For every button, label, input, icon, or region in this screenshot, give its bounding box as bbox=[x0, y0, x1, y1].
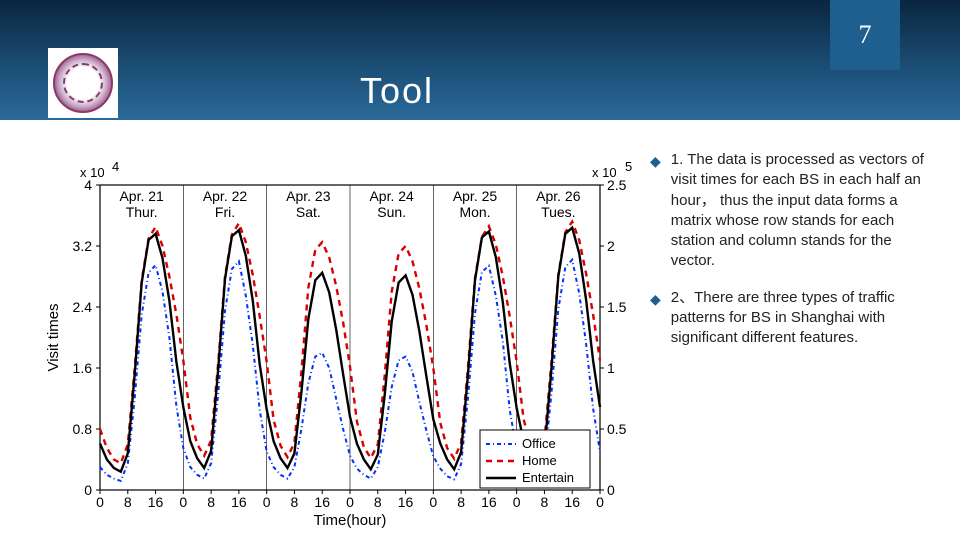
visit-times-chart: 081608160816081608160816000.81.62.43.240… bbox=[40, 150, 640, 530]
svg-text:Visit times: Visit times bbox=[45, 303, 62, 371]
svg-text:16: 16 bbox=[398, 494, 414, 510]
svg-text:Apr. 26: Apr. 26 bbox=[536, 188, 581, 204]
svg-text:1.5: 1.5 bbox=[607, 299, 627, 315]
svg-text:0: 0 bbox=[263, 494, 271, 510]
svg-text:0.5: 0.5 bbox=[607, 421, 627, 437]
svg-text:Apr. 25: Apr. 25 bbox=[453, 188, 498, 204]
svg-text:0: 0 bbox=[96, 494, 104, 510]
svg-text:16: 16 bbox=[231, 494, 247, 510]
svg-text:Sat.: Sat. bbox=[296, 204, 321, 220]
svg-text:0: 0 bbox=[346, 494, 354, 510]
svg-text:1: 1 bbox=[607, 360, 615, 376]
svg-text:Mon.: Mon. bbox=[459, 204, 490, 220]
svg-text:5: 5 bbox=[625, 159, 632, 174]
svg-text:3.2: 3.2 bbox=[73, 238, 93, 254]
svg-text:1.6: 1.6 bbox=[73, 360, 93, 376]
svg-text:16: 16 bbox=[314, 494, 330, 510]
svg-text:8: 8 bbox=[291, 494, 299, 510]
svg-text:0.8: 0.8 bbox=[73, 421, 93, 437]
bullet-item-2: ◆ 2、There are three types of traffic pat… bbox=[650, 288, 930, 349]
logo-badge bbox=[48, 48, 118, 118]
svg-text:Apr. 24: Apr. 24 bbox=[369, 188, 414, 204]
svg-text:0: 0 bbox=[84, 482, 92, 498]
svg-text:Home: Home bbox=[522, 453, 557, 468]
svg-text:Entertain: Entertain bbox=[522, 470, 574, 485]
svg-text:8: 8 bbox=[457, 494, 465, 510]
svg-text:0: 0 bbox=[607, 482, 615, 498]
svg-text:Apr. 23: Apr. 23 bbox=[286, 188, 331, 204]
text-area: ◆ 1. The data is processed as vectors of… bbox=[640, 150, 940, 530]
bullet-text-2: 2、There are three types of traffic patte… bbox=[671, 288, 930, 349]
svg-text:8: 8 bbox=[124, 494, 132, 510]
content-row: 081608160816081608160816000.81.62.43.240… bbox=[40, 150, 940, 530]
bullet-item-1: ◆ 1. The data is processed as vectors of… bbox=[650, 150, 930, 272]
svg-text:x 10: x 10 bbox=[592, 165, 617, 180]
svg-text:4: 4 bbox=[112, 159, 119, 174]
svg-text:0: 0 bbox=[596, 494, 604, 510]
svg-text:8: 8 bbox=[374, 494, 382, 510]
svg-text:0: 0 bbox=[513, 494, 521, 510]
chart-area: 081608160816081608160816000.81.62.43.240… bbox=[40, 150, 640, 530]
svg-text:16: 16 bbox=[564, 494, 580, 510]
svg-text:Office: Office bbox=[522, 436, 556, 451]
svg-text:16: 16 bbox=[148, 494, 164, 510]
svg-text:2.4: 2.4 bbox=[73, 299, 93, 315]
svg-text:2: 2 bbox=[607, 238, 615, 254]
page-number-tab: 7 bbox=[830, 0, 900, 70]
svg-text:Tues.: Tues. bbox=[541, 204, 576, 220]
svg-text:0: 0 bbox=[179, 494, 187, 510]
svg-text:x 10: x 10 bbox=[80, 165, 105, 180]
university-seal-icon bbox=[53, 53, 113, 113]
diamond-bullet-icon: ◆ bbox=[650, 152, 661, 272]
svg-text:Apr. 22: Apr. 22 bbox=[203, 188, 248, 204]
svg-text:8: 8 bbox=[541, 494, 549, 510]
slide: Tool 7 081608160816081608160816000.81.62… bbox=[0, 0, 960, 540]
header: Tool 7 bbox=[0, 0, 960, 120]
svg-text:Thur.: Thur. bbox=[126, 204, 158, 220]
svg-text:Apr. 21: Apr. 21 bbox=[119, 188, 164, 204]
svg-text:16: 16 bbox=[481, 494, 497, 510]
svg-text:Fri.: Fri. bbox=[215, 204, 235, 220]
bullet-text-1: 1. The data is processed as vectors of v… bbox=[671, 150, 930, 272]
svg-text:0: 0 bbox=[429, 494, 437, 510]
diamond-bullet-icon: ◆ bbox=[650, 290, 661, 349]
slide-title: Tool bbox=[360, 70, 434, 112]
svg-text:Sun.: Sun. bbox=[377, 204, 406, 220]
svg-text:Time(hour): Time(hour) bbox=[314, 512, 387, 529]
svg-text:8: 8 bbox=[207, 494, 215, 510]
